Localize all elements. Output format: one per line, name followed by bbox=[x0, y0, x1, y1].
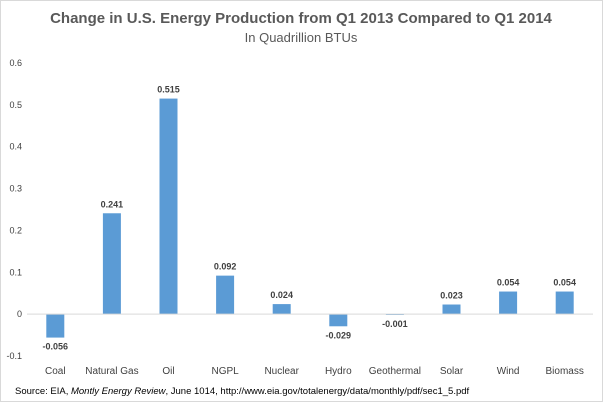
category-label: Coal bbox=[45, 366, 66, 377]
category-label: Nuclear bbox=[264, 366, 299, 377]
data-labels: -0.056 0.241 0.515 0.092 0.024 -0.029 -0.001 0.… bbox=[43, 85, 576, 352]
data-label: 0.092 bbox=[214, 262, 237, 272]
data-label: 0.023 bbox=[440, 291, 463, 301]
y-tick-label: -0.1 bbox=[6, 351, 22, 361]
bar bbox=[216, 275, 235, 315]
data-label: -0.056 bbox=[43, 342, 69, 352]
data-label: -0.029 bbox=[326, 330, 352, 340]
bar bbox=[159, 98, 178, 315]
bar bbox=[46, 314, 65, 338]
bar bbox=[102, 213, 121, 315]
data-label: 0.054 bbox=[497, 278, 520, 288]
category-label: Biomass bbox=[546, 366, 584, 377]
bar bbox=[442, 304, 461, 315]
bar bbox=[329, 314, 348, 327]
data-label: 0.054 bbox=[553, 278, 576, 288]
bar bbox=[555, 291, 574, 315]
data-label: 0.024 bbox=[270, 290, 293, 300]
y-tick-label: 0.1 bbox=[9, 267, 22, 277]
data-label: 0.515 bbox=[157, 85, 180, 95]
bar bbox=[272, 304, 291, 315]
category-label: Natural Gas bbox=[85, 366, 138, 377]
category-label: Geothermal bbox=[369, 366, 421, 377]
y-tick-label: 0.5 bbox=[9, 100, 22, 110]
chart-title: Change in U.S. Energy Production from Q1… bbox=[50, 10, 552, 27]
y-tick-label: 0.4 bbox=[9, 142, 22, 152]
data-label: -0.001 bbox=[382, 319, 408, 329]
y-axis-ticks: -0.1 0 0.1 0.2 0.3 0.4 0.5 0.6 bbox=[6, 58, 22, 361]
category-label: Solar bbox=[440, 366, 464, 377]
category-label: Oil bbox=[162, 366, 174, 377]
source-italic: Montly Energy Review bbox=[71, 386, 167, 397]
y-tick-label: 0 bbox=[17, 309, 22, 319]
category-label: NGPL bbox=[211, 366, 239, 377]
source-prefix: Source: EIA, bbox=[15, 386, 71, 397]
source-suffix: , June 1014, http://www.eia.gov/totalene… bbox=[166, 386, 470, 397]
category-label: Hydro bbox=[325, 366, 352, 377]
bar bbox=[499, 291, 518, 315]
data-label: 0.241 bbox=[101, 199, 124, 209]
bars bbox=[46, 98, 574, 338]
source-note: Source: EIA, Montly Energy Review, June … bbox=[15, 386, 470, 397]
y-tick-label: 0.2 bbox=[9, 225, 22, 235]
chart-subtitle: In Quadrillion BTUs bbox=[245, 30, 358, 45]
category-label: Wind bbox=[497, 366, 520, 377]
category-labels: Coal Natural Gas Oil NGPL Nuclear Hydro Geothe… bbox=[45, 366, 584, 377]
y-tick-label: 0.3 bbox=[9, 184, 22, 194]
y-tick-label: 0.6 bbox=[9, 58, 22, 68]
